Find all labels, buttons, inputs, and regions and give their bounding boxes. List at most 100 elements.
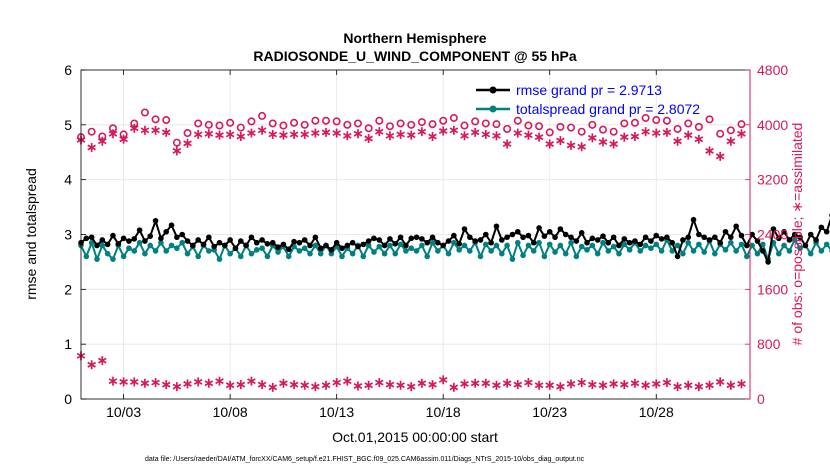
spread-marker xyxy=(573,253,580,260)
obs-assimilated-marker xyxy=(140,125,150,135)
spread-marker xyxy=(728,239,734,246)
spread-marker xyxy=(541,253,548,260)
spread-marker xyxy=(712,250,718,257)
obs-possible-marker xyxy=(364,124,373,133)
rmse-marker xyxy=(120,235,127,242)
obs-possible-marker xyxy=(385,122,394,131)
obs-assimilated-marker xyxy=(311,128,320,138)
rmse-marker xyxy=(200,241,207,248)
rmse-marker xyxy=(680,237,686,243)
spread-marker xyxy=(589,242,596,249)
y-tick-label-left: 4 xyxy=(64,172,72,188)
obs-assimilated-marker xyxy=(694,134,704,144)
spread-marker xyxy=(99,242,106,249)
rmse-marker xyxy=(136,227,143,233)
obs-possible-marker xyxy=(481,119,490,128)
spread-marker xyxy=(253,247,260,253)
obs-possible-marker xyxy=(716,129,725,138)
rmse-marker xyxy=(365,238,372,244)
y-tick-label-left: 6 xyxy=(64,62,72,78)
spread-marker xyxy=(685,239,692,246)
obs-assimilated-marker xyxy=(470,378,480,388)
obs-assimilated-marker xyxy=(183,138,192,148)
obs-assimilated-marker xyxy=(151,125,160,135)
obs-possible-marker xyxy=(375,116,384,125)
rmse-marker xyxy=(467,234,473,241)
spread-marker xyxy=(227,250,233,257)
obs-assimilated-marker xyxy=(129,123,139,133)
rmse-marker xyxy=(504,234,510,241)
x-tick-label: 10/23 xyxy=(532,404,567,420)
rmse-marker xyxy=(530,239,537,246)
obs-assimilated-marker xyxy=(502,139,512,149)
obs-assimilated-marker xyxy=(566,379,576,389)
obs-assimilated-marker xyxy=(193,129,203,139)
obs-possible-marker xyxy=(300,120,309,129)
rmse-marker xyxy=(456,241,462,247)
rmse-marker xyxy=(403,242,409,249)
obs-assimilated-marker xyxy=(737,379,746,389)
rmse-marker xyxy=(610,234,617,241)
legend-label: totalspread grand pr = 2.8072 xyxy=(516,101,700,117)
spread-marker xyxy=(259,245,265,252)
rmse-marker xyxy=(142,238,148,244)
obs-assimilated-marker xyxy=(577,378,587,388)
obs-assimilated-marker xyxy=(300,129,310,139)
rmse-marker xyxy=(632,238,638,244)
obs-assimilated-marker xyxy=(119,134,128,144)
spread-marker xyxy=(701,249,707,255)
obs-assimilated-marker xyxy=(513,380,523,390)
obs-assimilated-marker xyxy=(247,128,256,138)
obs-possible-marker xyxy=(322,116,331,125)
y-axis-label-left: rmse and totalspread xyxy=(23,168,39,300)
rmse-marker xyxy=(376,237,383,243)
spread-marker xyxy=(467,248,473,254)
spread-marker xyxy=(376,243,383,250)
obs-assimilated-marker xyxy=(183,379,192,389)
rmse-marker xyxy=(690,216,697,223)
obs-assimilated-marker xyxy=(619,380,629,390)
obs-possible-marker xyxy=(694,122,703,131)
rmse-marker xyxy=(759,248,766,254)
spread-marker xyxy=(174,245,180,252)
rmse-marker xyxy=(323,242,329,249)
obs-possible-marker xyxy=(428,120,437,129)
obs-possible-marker xyxy=(140,108,149,117)
spread-marker xyxy=(365,242,372,249)
rmse-marker xyxy=(594,237,601,243)
obs-possible-marker xyxy=(556,122,565,131)
obs-assimilated-marker xyxy=(279,130,288,140)
chart-title-line1: Northern Hemisphere xyxy=(343,30,486,46)
rmse-marker xyxy=(781,228,787,235)
obs-possible-marker xyxy=(204,120,213,129)
spread-marker xyxy=(195,253,201,260)
chart-title-line2: RADIOSONDE_U_WIND_COMPONENT @ 55 hPa xyxy=(253,48,576,64)
y-tick-label-right: 2400 xyxy=(757,227,788,243)
spread-marker xyxy=(696,241,702,248)
obs-assimilated-marker xyxy=(556,382,565,392)
rmse-marker xyxy=(744,242,750,249)
spread-marker xyxy=(786,248,793,254)
spread-marker xyxy=(419,242,425,249)
obs-assimilated-marker xyxy=(470,127,480,137)
obs-possible-marker xyxy=(737,120,746,129)
rmse-marker xyxy=(168,222,175,228)
obs-assimilated-marker xyxy=(598,380,608,390)
rmse-marker xyxy=(339,245,345,252)
obs-possible-marker xyxy=(535,122,544,131)
obs-assimilated-marker xyxy=(140,378,150,388)
obs-assimilated-marker xyxy=(396,380,405,390)
x-tick-label: 10/08 xyxy=(213,404,248,420)
rmse-marker xyxy=(706,237,713,243)
obs-possible-marker xyxy=(577,127,586,136)
rmse-marker xyxy=(733,223,739,230)
spread-marker xyxy=(296,248,303,254)
rmse-marker xyxy=(211,243,217,250)
rmse-marker xyxy=(802,242,809,249)
spread-marker xyxy=(600,239,606,246)
obs-assimilated-marker xyxy=(492,380,501,390)
obs-assimilated-marker xyxy=(715,377,725,387)
x-tick-label: 10/13 xyxy=(319,404,354,420)
rmse-marker xyxy=(280,241,287,248)
